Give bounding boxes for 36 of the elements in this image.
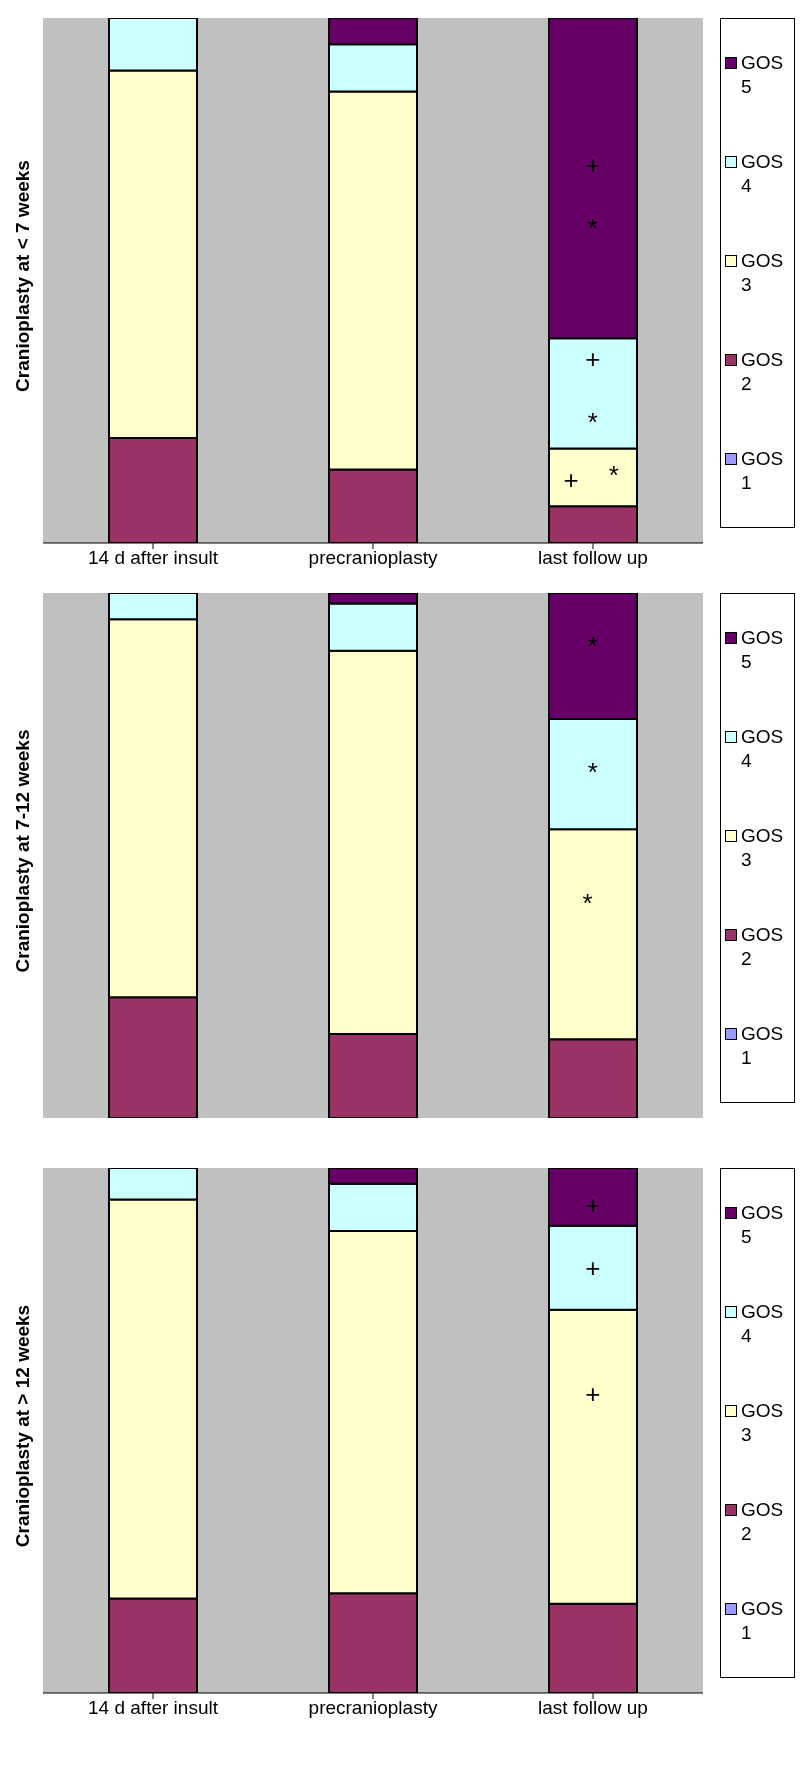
annotation: + (584, 1189, 602, 1220)
annotation: + (584, 1252, 602, 1283)
legend-label: GOS 2 (741, 348, 785, 397)
legend-label: GOS 4 (741, 1299, 785, 1348)
legend-label: GOS 4 (741, 149, 785, 198)
legend-label: GOS 1 (741, 1022, 785, 1071)
x-tick-label: last follow up (538, 1697, 648, 1719)
x-tick-label: precranioplasty (308, 1697, 438, 1719)
annotation: * (586, 213, 599, 243)
legend-label: GOS 1 (741, 447, 785, 496)
legend-label: GOS 5 (741, 625, 785, 674)
x-tick-label: last follow up (538, 547, 648, 569)
annotation: * (586, 756, 599, 787)
legend-label: GOS 5 (741, 50, 785, 99)
annotation: * (607, 459, 620, 490)
y-axis-title: Cranioplasty at > 12 weeks (12, 1304, 34, 1547)
annotation: + (584, 344, 602, 375)
legend-label: GOS 3 (741, 1398, 785, 1447)
y-axis-title: Cranioplasty at 7-12 weeks (12, 729, 34, 972)
legend-label: GOS 4 (741, 724, 785, 773)
legend-label: GOS 5 (741, 1200, 785, 1249)
legend-label: GOS 3 (741, 823, 785, 872)
x-tick-label: 14 d after insult (88, 1697, 219, 1719)
y-axis-title: Cranioplasty at < 7 weeks (12, 159, 34, 392)
legend-label: GOS 2 (741, 1498, 785, 1547)
annotation: + (584, 150, 602, 180)
x-tick-label: precranioplasty (308, 547, 438, 569)
annotation: * (581, 887, 594, 918)
x-tick-label: 14 d after insult (88, 547, 219, 569)
annotation: + (562, 465, 580, 495)
legend-label: GOS 2 (741, 923, 785, 972)
legend-label: GOS 1 (741, 1597, 785, 1646)
annotation: * (586, 630, 599, 661)
legend-label: GOS 3 (741, 248, 785, 297)
annotation: * (586, 407, 599, 438)
annotation: + (584, 1378, 602, 1409)
